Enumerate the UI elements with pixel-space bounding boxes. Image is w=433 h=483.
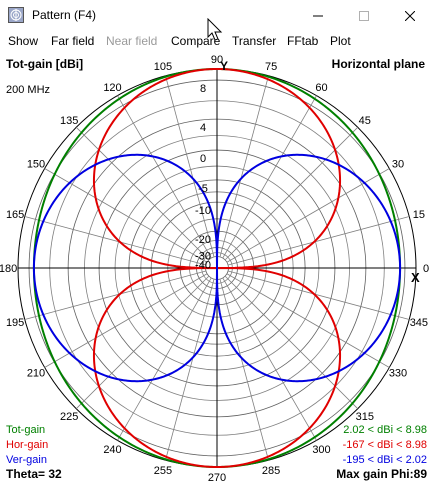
grid-spoke (165, 278, 215, 461)
grid-spoke (224, 275, 358, 409)
angle-tick-label: 15 (413, 209, 425, 221)
window-title: Pattern (F4) (32, 8, 97, 22)
grid-spoke (44, 168, 208, 263)
grid-spoke (227, 216, 410, 266)
x-axis-label: X (411, 270, 420, 285)
angle-tick-label: 300 (312, 444, 330, 456)
max-gain-label: Max gain Phi:89 (336, 467, 427, 481)
theta-label: Theta= 32 (6, 467, 62, 481)
legend-hor-gain: Hor-gain (6, 439, 49, 451)
grid-spoke (224, 127, 358, 261)
mouse-cursor-icon (207, 18, 223, 41)
radial-tick-label: -20 (195, 234, 211, 246)
angle-tick-label: 45 (359, 115, 371, 127)
angle-tick-labels: 0 15 30 45 60 75 90 105 120 135 150 165 180 195 210 225… (0, 54, 429, 483)
y-axis-label: Y (220, 59, 229, 73)
grid-spoke (227, 270, 410, 320)
menu-fftab[interactable]: FFtab (287, 34, 319, 48)
grid-spoke (219, 75, 269, 258)
menu-bar: Show Far field Near field Compare Transf… (0, 31, 433, 51)
legend-tot-gain: Tot-gain (6, 424, 46, 436)
angle-tick-label: 240 (103, 444, 121, 456)
angle-tick-label: 120 (103, 82, 121, 94)
angle-tick-label: 330 (389, 368, 407, 380)
curve-ver-gain (32, 153, 402, 383)
pattern-plot[interactable]: 0 15 30 45 60 75 90 105 120 135 150 165 180 195 210 225… (0, 51, 433, 483)
grid-spoke (117, 277, 212, 441)
angle-tick-label: 195 (6, 317, 24, 329)
angle-tick-label: 30 (392, 159, 404, 171)
gain-type-label: Tot-gain [dBi] (6, 57, 84, 71)
app-icon (8, 7, 24, 23)
grid-spoke (76, 275, 210, 409)
frequency-label: 200 MHz (6, 84, 51, 96)
radial-tick-label: 4 (200, 122, 206, 134)
grid-spoke (222, 277, 317, 441)
angle-tick-label: 105 (154, 61, 172, 73)
radial-tick-label: -40 (195, 260, 211, 272)
angle-tick-label: 345 (410, 317, 428, 329)
grid-spoke (226, 273, 390, 368)
angle-tick-label: 315 (356, 411, 374, 423)
angle-tick-label: 75 (265, 61, 277, 73)
angle-tick-label: 210 (27, 368, 45, 380)
menu-far-field[interactable]: Far field (51, 34, 95, 48)
menu-near-field: Near field (106, 34, 158, 48)
legend-ver-range: -195 < dBi < 2.02 (342, 454, 427, 466)
polar-chart: 0 15 30 45 60 75 90 105 120 135 150 165 180 195 210 225… (0, 54, 429, 483)
close-button[interactable] (387, 0, 433, 31)
angle-tick-label: 60 (315, 82, 327, 94)
grid-spoke (165, 75, 215, 258)
plane-label: Horizontal plane (331, 57, 425, 71)
grid-spoke (24, 270, 207, 320)
minimize-button[interactable] (295, 0, 341, 31)
angle-tick-label: 135 (60, 115, 78, 127)
legend-ver-gain: Ver-gain (6, 454, 47, 466)
maximize-icon (359, 11, 369, 22)
grid-spoke (76, 127, 210, 261)
angle-tick-label: 285 (262, 465, 280, 477)
grid-spoke (219, 278, 269, 461)
legend-tot-range: 2.02 < dBi < 8.98 (343, 424, 427, 436)
maximize-button[interactable] (341, 0, 387, 31)
minimize-icon (313, 15, 323, 17)
menu-plot[interactable]: Plot (330, 34, 351, 48)
menu-transfer[interactable]: Transfer (232, 34, 277, 48)
angle-tick-label: 150 (27, 159, 45, 171)
grid-spoke (44, 273, 208, 368)
radial-tick-label: 8 (200, 83, 206, 95)
angle-tick-label: 180 (0, 263, 17, 275)
legend-hor-range: -167 < dBi < 8.98 (342, 439, 427, 451)
angle-tick-label: 0 (423, 263, 429, 275)
radial-tick-label: -30 (195, 250, 211, 262)
menu-show[interactable]: Show (8, 34, 39, 48)
grid-spoke (24, 216, 207, 266)
angle-tick-label: 255 (154, 465, 172, 477)
angle-tick-label: 225 (60, 411, 78, 423)
grid-spoke (117, 95, 212, 259)
title-bar: Pattern (F4) (0, 0, 433, 31)
radial-tick-label: -10 (195, 205, 211, 217)
radial-tick-labels: 8 4 0 -5 -10 -20 -30-40 (195, 83, 211, 271)
radial-tick-label: -5 (198, 183, 208, 195)
angle-tick-label: 90 (211, 54, 223, 66)
angle-tick-label: 270 (208, 472, 226, 483)
close-icon (404, 10, 416, 22)
grid-spoke (222, 95, 317, 259)
radial-tick-label: 0 (200, 153, 206, 165)
angle-tick-label: 165 (6, 209, 24, 221)
pattern-curves (32, 67, 402, 469)
grid-spoke (226, 168, 390, 263)
